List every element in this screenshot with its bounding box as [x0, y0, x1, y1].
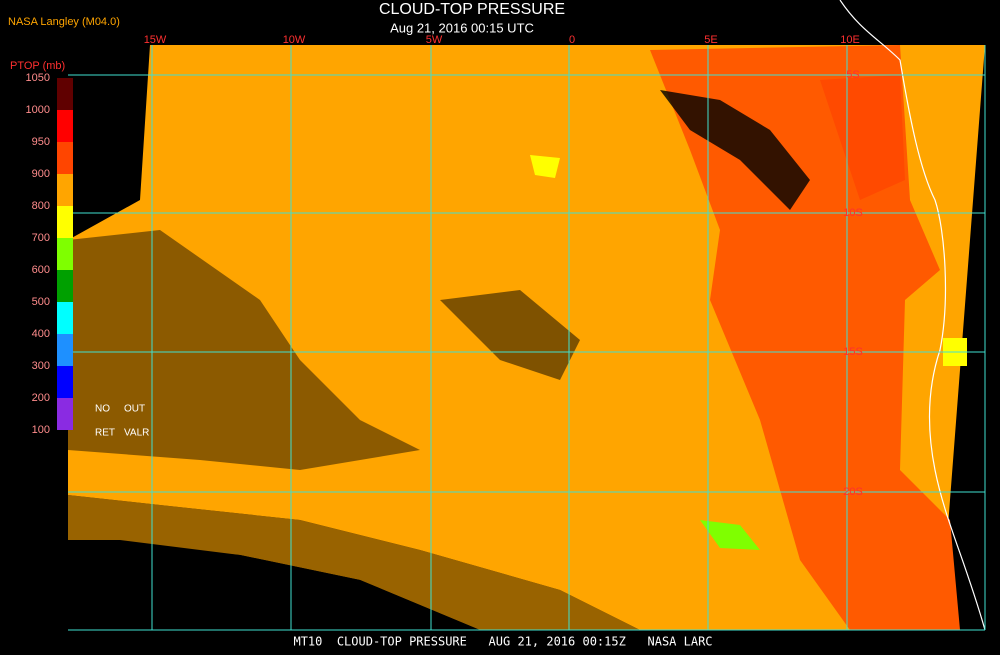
source-label: NASA Langley (M04.0): [8, 16, 120, 28]
latitude-label: 15S: [843, 346, 863, 358]
legend-note: OUT: [124, 404, 145, 415]
color-swatch: [57, 238, 73, 270]
legend-level: 1050: [26, 72, 50, 84]
title: CLOUD-TOP PRESSURE: [379, 1, 565, 18]
legend-level: 500: [32, 296, 50, 308]
legend-level: 1000: [26, 104, 50, 116]
color-swatch: [57, 174, 73, 206]
legend-level: 300: [32, 360, 50, 372]
legend-level: 950: [32, 136, 50, 148]
color-swatch: [57, 206, 73, 238]
legend-level: 400: [32, 328, 50, 340]
legend-level: 700: [32, 232, 50, 244]
legend-note: RET: [95, 428, 115, 439]
legend-level: 200: [32, 392, 50, 404]
color-swatch: [57, 302, 73, 334]
footer: MT10 CLOUD-TOP PRESSURE AUG 21, 2016 00:…: [293, 635, 712, 649]
longitude-label: 15W: [144, 34, 167, 46]
color-swatch: [57, 142, 73, 174]
color-swatch: [57, 366, 73, 398]
color-swatch: [57, 78, 73, 110]
latitude-label: 10S: [843, 207, 863, 219]
longitude-label: 5W: [426, 34, 443, 46]
legend-level: 800: [32, 200, 50, 212]
color-swatch: [57, 110, 73, 142]
longitude-label: 10E: [840, 34, 860, 46]
legend-note: VALR: [124, 428, 149, 439]
legend-title: PTOP (mb): [10, 60, 65, 72]
color-swatch: [57, 270, 73, 302]
longitude-label: 5E: [704, 34, 717, 46]
latitude-label: 5S: [846, 69, 859, 81]
legend-level: 900: [32, 168, 50, 180]
legend-level: 100: [32, 424, 50, 436]
colorbar: 1050 1000 950 900 800 700 600 500 400 300 200 100 NO…: [26, 72, 150, 439]
longitude-label: 0: [569, 34, 575, 46]
latitude-label: 20S: [843, 486, 863, 498]
graticule: [68, 45, 986, 630]
legend-level: 600: [32, 264, 50, 276]
legend-note: NO: [95, 404, 110, 415]
cloud-field: [68, 0, 986, 631]
color-swatch: [57, 398, 73, 430]
longitude-label: 10W: [283, 34, 306, 46]
subtitle: Aug 21, 2016 00:15 UTC: [390, 20, 534, 35]
color-swatch: [57, 334, 73, 366]
